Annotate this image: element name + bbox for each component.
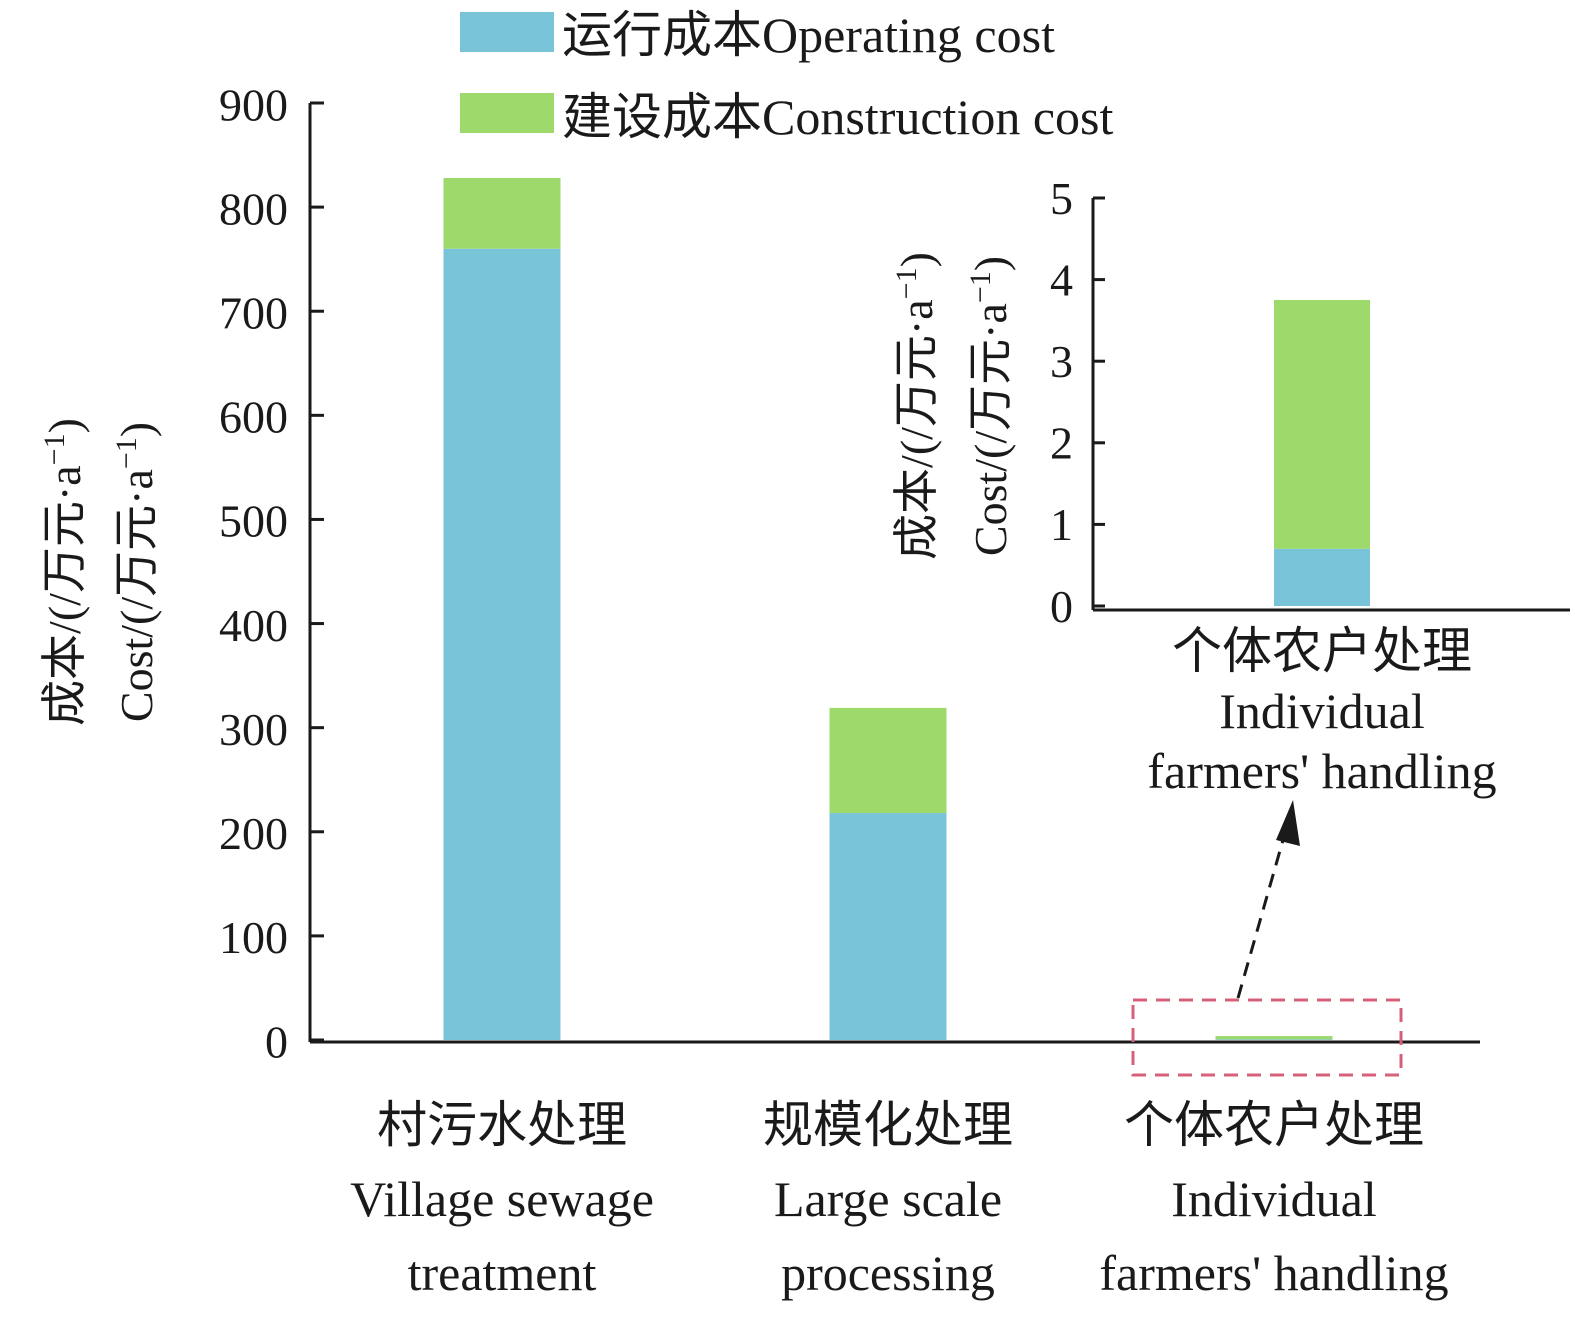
main-category-label-line: Individual [1171, 1171, 1377, 1227]
main-y-tick-label: 0 [265, 1016, 288, 1067]
inset-y-label-cn: 成本/(/万元·a−1) [890, 252, 943, 560]
main-y-tick-label: 700 [219, 288, 288, 339]
main-category-label-line: 规模化处理 [763, 1097, 1013, 1153]
main-bar-construction-0 [443, 177, 561, 249]
inset-y-tick-label: 0 [1050, 581, 1073, 632]
inset-category-label-line: 个体农户处理 [1172, 623, 1472, 679]
inset-y-tick-label: 2 [1050, 418, 1073, 469]
main-bar-operating-0 [443, 248, 561, 1040]
main-category-label-line: Village sewage [350, 1171, 654, 1227]
main-y-tick-label: 200 [219, 808, 288, 859]
inset-bars [1274, 300, 1370, 606]
zoom-arrowhead [1276, 800, 1300, 846]
main-bars [443, 177, 1333, 1040]
main-category-label-line: 村污水处理 [377, 1097, 627, 1153]
inset-y-tick-label: 1 [1050, 499, 1073, 550]
highlight-box [1131, 998, 1403, 1077]
main-category-label-line: 个体农户处理 [1124, 1097, 1424, 1153]
zoom-arrow-line [1236, 832, 1287, 999]
main-bar-construction-1 [829, 707, 947, 814]
main-category-label-line: farmers' handling [1099, 1245, 1448, 1301]
inset-bar-construction-0 [1274, 300, 1370, 549]
main-y-tick-label: 900 [219, 79, 288, 130]
main-y-label-cn: 成本/(/万元·a−1) [38, 418, 91, 726]
main-category-label-line: processing [781, 1245, 995, 1301]
main-bar-operating-1 [829, 813, 947, 1040]
main-y-tick-label: 100 [219, 912, 288, 963]
inset-bar-operating-0 [1274, 548, 1370, 606]
main-bar-construction-2 [1215, 1036, 1333, 1040]
main-y-label-en: Cost/(/万元·a−1) [110, 422, 163, 722]
main-y-tick-label: 500 [219, 496, 288, 547]
main-y-ticks: 0 100 200 300 400 500 600 700 800 900 [219, 79, 324, 1067]
main-y-tick-label: 400 [219, 600, 288, 651]
inset-y-ticks: 0 1 2 3 4 5 [1050, 173, 1105, 632]
main-y-tick-label: 300 [219, 704, 288, 755]
inset-y-label-en: Cost/(/万元·a−1) [964, 256, 1017, 556]
legend: 运行成本Operating cost 建设成本Construction cost [460, 7, 1113, 145]
main-y-tick-label: 800 [219, 183, 288, 234]
legend-label-operating: 运行成本Operating cost [562, 7, 1055, 63]
legend-label-construction: 建设成本Construction cost [562, 89, 1113, 145]
inset-y-tick-label: 3 [1050, 336, 1073, 387]
inset-category-label-line: Individual [1219, 683, 1425, 739]
inset-category-label-line: farmers' handling [1147, 743, 1496, 799]
legend-swatch-operating [460, 12, 554, 52]
inset-y-tick-label: 4 [1050, 254, 1073, 305]
main-category-labels: 村污水处理 Village sewage treatment 规模化处理 Large s… [350, 1097, 1448, 1301]
main-category-label-line: Large scale [774, 1171, 1002, 1227]
main-category-label-line: treatment [408, 1245, 597, 1301]
main-bar-operating-2 [1215, 1039, 1333, 1040]
main-y-tick-label: 600 [219, 392, 288, 443]
legend-swatch-construction [460, 93, 554, 133]
inset-y-tick-label: 5 [1050, 173, 1073, 224]
